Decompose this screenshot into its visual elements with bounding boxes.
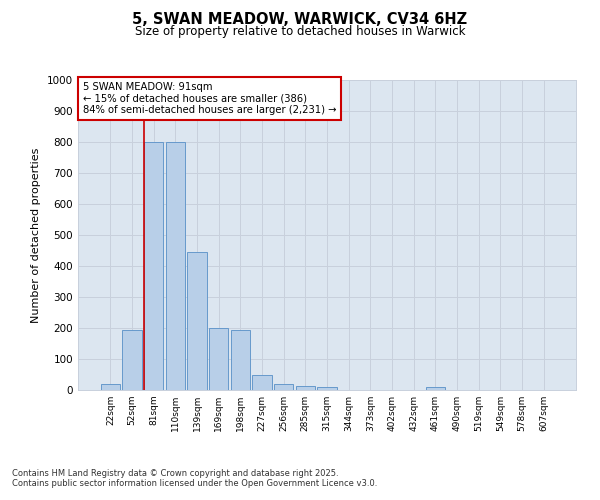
Bar bbox=[296, 386, 315, 390]
Text: Contains public sector information licensed under the Open Government Licence v3: Contains public sector information licen… bbox=[12, 478, 377, 488]
Bar bbox=[317, 387, 337, 390]
Bar bbox=[166, 142, 185, 390]
Bar bbox=[425, 387, 445, 390]
Text: 5 SWAN MEADOW: 91sqm
← 15% of detached houses are smaller (386)
84% of semi-deta: 5 SWAN MEADOW: 91sqm ← 15% of detached h… bbox=[83, 82, 337, 115]
Bar bbox=[230, 330, 250, 390]
Text: Size of property relative to detached houses in Warwick: Size of property relative to detached ho… bbox=[135, 25, 465, 38]
Bar bbox=[274, 384, 293, 390]
Bar bbox=[252, 374, 272, 390]
Text: Contains HM Land Registry data © Crown copyright and database right 2025.: Contains HM Land Registry data © Crown c… bbox=[12, 468, 338, 477]
Y-axis label: Number of detached properties: Number of detached properties bbox=[31, 148, 41, 322]
Bar bbox=[209, 328, 229, 390]
Bar bbox=[187, 252, 207, 390]
Bar bbox=[122, 330, 142, 390]
Bar bbox=[144, 142, 163, 390]
Text: 5, SWAN MEADOW, WARWICK, CV34 6HZ: 5, SWAN MEADOW, WARWICK, CV34 6HZ bbox=[133, 12, 467, 28]
Bar bbox=[101, 384, 120, 390]
